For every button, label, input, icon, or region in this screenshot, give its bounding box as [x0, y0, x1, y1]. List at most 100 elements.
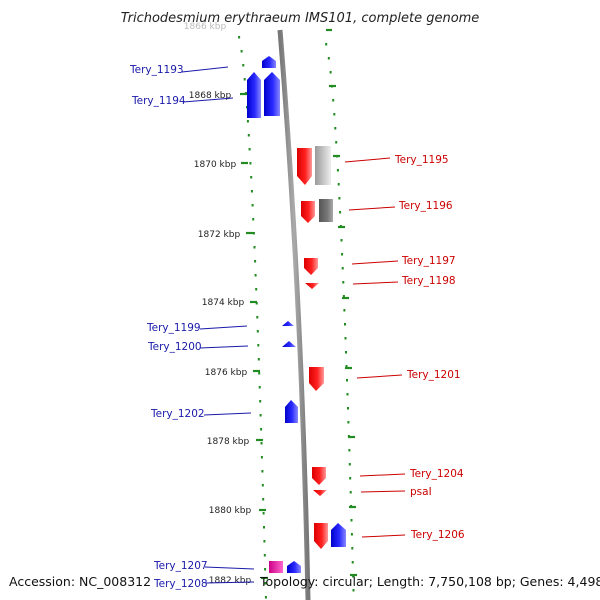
gene-tery-1208[interactable]: Tery_1208 — [153, 578, 255, 590]
minor-tick-dot — [255, 288, 258, 291]
gene-label[interactable]: Tery_1193 — [129, 64, 184, 76]
minor-tick-dot — [262, 512, 265, 515]
gene-psai[interactable]: psaI — [313, 486, 432, 498]
tick-label: 1880 kbp — [209, 506, 252, 516]
genome-backbone — [277, 29, 311, 600]
minor-tick-dot — [252, 232, 255, 235]
gene-tery-1194[interactable]: Tery_1194 — [131, 72, 280, 118]
minor-tick-dot — [256, 316, 259, 319]
minor-tick-dot — [348, 463, 351, 466]
gene-label[interactable]: Tery_1208 — [153, 578, 208, 590]
minor-tick-dot — [261, 470, 264, 473]
minor-tick-dot — [254, 260, 257, 263]
gene-tery-1200[interactable]: Tery_1200 — [147, 341, 296, 353]
gene-tery-1195[interactable]: Tery_1195 — [297, 146, 449, 185]
minor-tick-dot — [251, 204, 254, 207]
minor-tick-dot — [352, 589, 355, 592]
minor-tick-dot — [258, 372, 261, 375]
gene-label[interactable]: Tery_1202 — [150, 408, 205, 420]
minor-tick-dot — [264, 596, 267, 599]
gene-label[interactable]: Tery_1201 — [406, 369, 461, 381]
gene-tery-1193[interactable]: Tery_1193 — [129, 56, 276, 76]
minor-tick-dot — [339, 211, 342, 214]
gene-label[interactable]: Tery_1207 — [153, 560, 208, 572]
gene-label[interactable]: Tery_1206 — [410, 529, 465, 541]
gene-tery-1207[interactable]: Tery_1207 — [153, 560, 301, 573]
minor-tick-dot — [336, 169, 339, 172]
minor-tick-dot — [340, 239, 343, 242]
gene-tery-1206[interactable]: Tery_1206 — [314, 523, 465, 549]
accession-text: Accession: NC_008312 — [9, 574, 151, 589]
minor-tick-dot — [243, 78, 246, 81]
minor-tick-dot — [342, 295, 345, 298]
minor-tick-dot — [349, 477, 352, 480]
gene-tery-1202[interactable]: Tery_1202 — [150, 400, 298, 423]
tick-label: 1882 kbp — [209, 576, 252, 586]
tick-label-faint: 1866 kbp — [184, 22, 227, 32]
minor-tick-dot — [334, 127, 337, 130]
minor-tick-dot — [249, 162, 252, 165]
minor-tick-dot — [345, 365, 348, 368]
gene-label[interactable]: Tery_1195 — [394, 154, 449, 166]
minor-tick-dot — [238, 36, 241, 39]
minor-tick-dot — [254, 274, 257, 277]
tick-1868: 1868 kbp — [189, 91, 247, 101]
gene-tery-1204[interactable]: Tery_1204 — [312, 467, 464, 485]
gene-label[interactable]: psaI — [410, 486, 432, 498]
minor-tick-dot — [252, 218, 255, 221]
left-tick-track — [238, 36, 267, 599]
minor-tick-dot — [347, 421, 350, 424]
tick-1874: 1874 kbp — [202, 298, 257, 308]
minor-tick-dot — [260, 442, 263, 445]
minor-tick-dot — [261, 484, 264, 487]
minor-tick-dot — [257, 358, 260, 361]
genome-title: Trichodesmium erythraeum IMS101, complet… — [121, 11, 480, 26]
minor-tick-dot — [338, 197, 341, 200]
minor-tick-dot — [346, 393, 349, 396]
tick-1882: 1882 kbp — [209, 576, 268, 586]
right-tick-track — [325, 43, 355, 592]
gene-label[interactable]: Tery_1199 — [146, 322, 201, 334]
minor-tick-dot — [242, 64, 245, 67]
minor-tick-dot — [257, 344, 260, 347]
minor-tick-dot — [263, 540, 266, 543]
minor-tick-dot — [346, 379, 348, 382]
tick-label: 1872 kbp — [198, 230, 241, 240]
minor-tick-dot — [246, 120, 249, 123]
minor-tick-dot — [333, 113, 336, 116]
gene-tery-1196[interactable]: Tery_1196 — [301, 199, 453, 223]
minor-tick-dot — [256, 330, 259, 333]
tick-label: 1878 kbp — [207, 437, 250, 447]
minor-tick-dot — [327, 57, 330, 60]
minor-tick-dot — [260, 456, 263, 459]
gene-label[interactable]: Tery_1196 — [398, 200, 453, 212]
gene-label[interactable]: Tery_1198 — [401, 275, 456, 287]
minor-tick-dot — [341, 253, 344, 256]
minor-tick-dot — [259, 400, 262, 403]
minor-tick-dot — [329, 71, 332, 74]
gene-label[interactable]: Tery_1197 — [401, 255, 456, 267]
minor-tick-dot — [264, 582, 267, 585]
gene-tery-1198[interactable]: Tery_1198 — [305, 275, 456, 289]
minor-tick-dot — [259, 414, 262, 417]
gene-tery-1199[interactable]: Tery_1199 — [146, 321, 294, 334]
gene-label[interactable]: Tery_1204 — [409, 468, 464, 480]
minor-tick-dot — [337, 183, 340, 186]
minor-tick-dot — [351, 547, 354, 550]
minor-tick-dot — [260, 428, 263, 431]
minor-tick-dot — [352, 575, 355, 578]
gene-label[interactable]: Tery_1200 — [147, 341, 202, 353]
minor-tick-dot — [255, 302, 258, 305]
gene-tery-1197[interactable]: Tery_1197 — [304, 255, 456, 275]
gene-tery-1201[interactable]: Tery_1201 — [309, 367, 461, 391]
tick-1878: 1878 kbp — [207, 437, 263, 447]
gene-label[interactable]: Tery_1194 — [131, 95, 186, 107]
minor-tick-dot — [348, 449, 351, 452]
tick-1870: 1870 kbp — [194, 160, 248, 170]
tick-1872: 1872 kbp — [198, 230, 253, 240]
minor-tick-dot — [349, 491, 352, 494]
tick-label: 1870 kbp — [194, 160, 237, 170]
genome-info-text: Topology: circular; Length: 7,750,108 bp… — [259, 574, 600, 589]
minor-tick-dot — [342, 281, 345, 284]
minor-tick-dot — [341, 267, 344, 270]
